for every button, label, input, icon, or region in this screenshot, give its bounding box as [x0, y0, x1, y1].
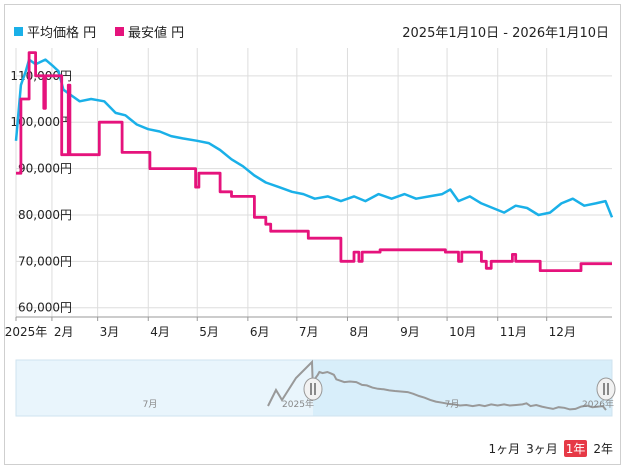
- date-range: 2025年1月10日 - 2026年1月10日: [402, 26, 609, 41]
- x-tick-label: 3月: [100, 325, 120, 339]
- legend-item-min[interactable]: 最安値 円: [115, 22, 184, 41]
- y-tick-label: 80,000円: [18, 208, 72, 222]
- x-tick-label: 10月: [449, 325, 476, 339]
- min-swatch: [115, 27, 124, 36]
- period-button-0[interactable]: 1ヶ月: [488, 442, 521, 456]
- navigator-label: 2025年: [282, 398, 314, 410]
- y-tick-label: 90,000円: [18, 162, 72, 176]
- x-tick-label: 7月: [299, 325, 319, 339]
- period-button-1[interactable]: 3ヶ月: [526, 442, 558, 456]
- x-tick-label: 8月: [349, 325, 369, 339]
- period-button-3[interactable]: 2年: [593, 442, 613, 456]
- y-tick-label: 60,000円: [18, 301, 72, 315]
- x-tick-label: 2025年: [5, 325, 48, 339]
- avg-price-line: [14, 58, 614, 218]
- navigator-handle-left[interactable]: [303, 377, 323, 401]
- x-tick-label: 6月: [250, 325, 270, 339]
- period-selector: 1ヶ月 3ヶ月 1年 2年: [488, 440, 613, 457]
- avg-legend-label: 平均価格 円: [27, 26, 97, 41]
- min-price-line: [16, 51, 612, 272]
- legend-item-avg[interactable]: 平均価格 円: [14, 22, 96, 41]
- x-tick-label: 2月: [54, 325, 74, 339]
- navigator-line: [267, 359, 607, 411]
- x-tick-label: 9月: [400, 325, 420, 339]
- avg-swatch: [14, 27, 23, 36]
- x-tick-label: 11月: [500, 325, 527, 339]
- navigator-handle-right[interactable]: [596, 377, 616, 401]
- period-button-2[interactable]: 1年: [563, 440, 588, 457]
- x-tick-label: 12月: [549, 325, 576, 339]
- navigator-label: 7月: [445, 399, 460, 410]
- navigator-label: 2026年: [582, 398, 614, 410]
- min-legend-label: 最安値 円: [128, 26, 185, 41]
- x-tick-label: 5月: [199, 325, 219, 339]
- y-tick-label: 100,000円: [10, 115, 72, 129]
- y-tick-label: 70,000円: [18, 254, 72, 268]
- plot-area: [16, 48, 612, 317]
- x-tick-label: 4月: [150, 325, 170, 339]
- price-chart: 60,000円70,000円80,000円90,000円100,000円110,…: [5, 48, 616, 417]
- navigator-label: 7月: [143, 399, 158, 410]
